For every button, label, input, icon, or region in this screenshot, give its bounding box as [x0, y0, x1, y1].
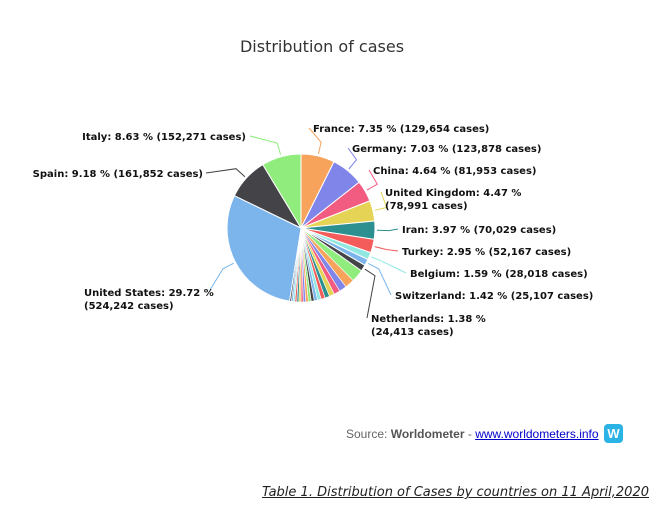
connector-belgium: [371, 256, 407, 274]
source-link[interactable]: www.worldometers.info: [475, 427, 599, 441]
data-label-turkey: Turkey: 2.95 % (52,167 cases): [402, 247, 571, 258]
connector-italy: [249, 135, 282, 155]
pie-slices: [226, 153, 376, 303]
label-connectors: [205, 127, 407, 319]
connector-united-kingdom: [374, 191, 388, 211]
connector-france: [308, 127, 322, 155]
connector-turkey: [374, 246, 399, 252]
slice-labels: United States: 29.72 % (524,242 cases) Spa…: [33, 124, 594, 338]
chart-title: Distribution of cases: [240, 37, 404, 56]
data-label-china: China: 4.64 % (81,953 cases): [373, 166, 536, 177]
data-label-germany: Germany: 7.03 % (123,878 cases): [352, 144, 541, 155]
data-label-united-states: United States: 29.72 % (524,242 cases): [84, 288, 214, 312]
connector-united-states: [209, 262, 234, 291]
connector-germany: [347, 147, 358, 170]
table-caption: Table 1. Distribution of Cases by countr…: [262, 485, 649, 500]
connector-iran: [376, 228, 399, 232]
data-label-italy: Italy: 8.63 % (152,271 cases): [82, 132, 246, 143]
data-label-iran: Iran: 3.97 % (70,029 cases): [402, 225, 556, 236]
data-label-switzerland: Switzerland: 1.42 % (25,107 cases): [395, 291, 593, 302]
source-credit: Source: Worldometer - www.worldometers.i…: [346, 427, 599, 441]
source-prefix: Source:: [346, 427, 388, 441]
data-label-spain: Spain: 9.18 % (161,852 cases): [33, 169, 203, 180]
connector-netherlands: [364, 268, 376, 319]
pie-slice-netherlands: [300, 227, 366, 272]
connector-china: [366, 169, 378, 191]
data-label-belgium: Belgium: 1.59 % (28,018 cases): [410, 269, 588, 280]
data-label-france: France: 7.35 % (129,654 cases): [313, 124, 489, 135]
source-name: Worldometer: [390, 427, 465, 441]
connector-switzerland: [368, 262, 392, 296]
connector-spain: [205, 168, 246, 178]
data-label-netherlands: Netherlands: 1.38 % (24,413 cases): [371, 314, 486, 338]
pie-slice-united-states: [226, 195, 302, 302]
worldometer-logo-icon: W: [604, 424, 623, 443]
data-label-united-kingdom: United Kingdom: 4.47 % (78,991 cases): [385, 188, 521, 212]
source-separator: -: [467, 427, 472, 441]
